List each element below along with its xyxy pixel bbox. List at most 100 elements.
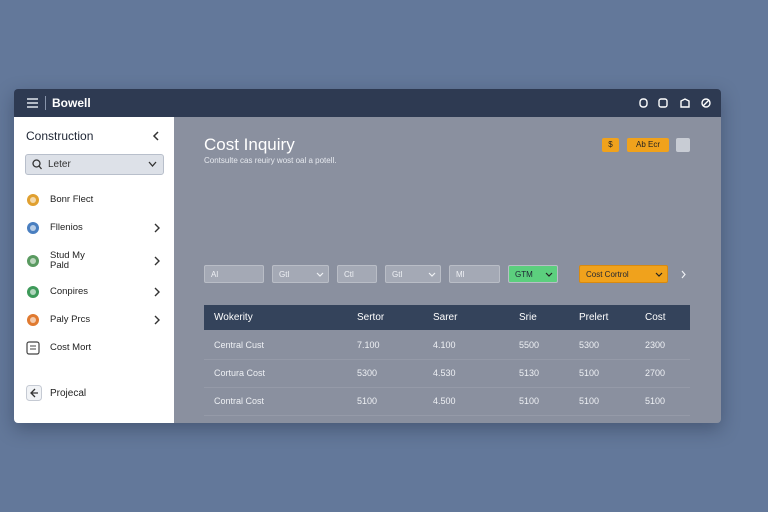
nav-item[interactable]: Conpires bbox=[24, 282, 164, 302]
menu-icon[interactable] bbox=[27, 98, 39, 108]
chevron bbox=[153, 223, 161, 233]
table-cell: 5300 bbox=[357, 368, 378, 378]
table-cell: 2300 bbox=[645, 340, 666, 350]
action-button[interactable]: $ bbox=[602, 138, 619, 152]
filter-arrow bbox=[316, 272, 324, 277]
table-row[interactable]: Cortura Cost 5300 4.530 5130 5100 2700 bbox=[204, 359, 690, 388]
filter-arrow-svg bbox=[545, 272, 553, 277]
filter[interactable]: Al bbox=[204, 265, 264, 283]
nav-item[interactable]: Fllenios bbox=[24, 218, 164, 238]
nav-icon bbox=[26, 254, 40, 268]
table-row[interactable]: Central Cust 7.100 4.100 5500 5300 2300 bbox=[204, 331, 690, 360]
main-panel: Cost Inquiry Contsulte cas reuiry wost o… bbox=[174, 117, 721, 423]
nav-text: Fllenios bbox=[50, 222, 83, 233]
footer-link[interactable]: Projecal bbox=[24, 382, 164, 406]
filter[interactable]: GTM bbox=[508, 265, 558, 283]
filter-label: Gtl bbox=[392, 270, 403, 279]
column-header[interactable]: Cost bbox=[645, 312, 666, 323]
chevron bbox=[153, 287, 161, 297]
footer-text: Projecal bbox=[50, 388, 87, 399]
table-cell: 5130 bbox=[519, 368, 540, 378]
filter-arrow-svg bbox=[316, 272, 324, 277]
table-cell: 5300 bbox=[579, 340, 600, 350]
sidebar-heading: Construction bbox=[26, 129, 94, 143]
nav-text: Conpires bbox=[50, 286, 89, 297]
filter-arrow bbox=[428, 272, 436, 277]
app-bar: Bowell bbox=[14, 89, 721, 117]
chevron-svg bbox=[154, 287, 160, 297]
nav-icon bbox=[26, 313, 40, 327]
nav-icon bbox=[26, 341, 40, 355]
nav-text: Paly Prcs bbox=[50, 314, 91, 325]
toolbar-icons[interactable] bbox=[638, 97, 714, 109]
column-header[interactable]: Sertor bbox=[357, 312, 385, 323]
filter-label: Gtl bbox=[279, 270, 290, 279]
nav-item[interactable]: Bonr Flect bbox=[24, 190, 164, 210]
filter-arrow bbox=[545, 272, 553, 277]
table-cell: Central Cust bbox=[214, 340, 265, 350]
nav-icon-svg bbox=[27, 194, 39, 206]
back-icon bbox=[26, 385, 42, 401]
table-header: Wokerity Sertor Sarer Srie Prelert Cost bbox=[204, 305, 690, 330]
chevron-svg bbox=[154, 256, 160, 266]
action-button[interactable]: Ab Ecr bbox=[627, 138, 669, 152]
filter[interactable]: Gtl bbox=[272, 265, 329, 283]
filter[interactable]: Gtl bbox=[385, 265, 441, 283]
table-row[interactable]: Contral Cost 5100 4.500 5100 5100 5100 bbox=[204, 387, 690, 416]
chevron bbox=[153, 315, 161, 325]
filter-label: Cost Cortrol bbox=[586, 270, 629, 279]
page-title: Cost Inquiry bbox=[204, 135, 295, 154]
nav-icon-svg bbox=[27, 255, 39, 267]
nav-icon-svg bbox=[26, 341, 40, 355]
window: Bowell Construction Leter Projecal Bonr … bbox=[14, 89, 721, 423]
nav-icon-svg bbox=[27, 222, 39, 234]
table-cell: Contral Cost bbox=[214, 396, 265, 406]
nav-text: Bonr Flect bbox=[50, 194, 94, 205]
nav-text: Stud My Pald bbox=[50, 250, 85, 271]
filter-label: Ctl bbox=[344, 270, 354, 279]
action-label: Ab Ecr bbox=[635, 140, 660, 149]
filter-arrow-svg bbox=[655, 272, 663, 277]
nav-item[interactable]: Cost Mort bbox=[24, 338, 164, 358]
chevron bbox=[153, 256, 161, 266]
app-title: Bowell bbox=[52, 96, 91, 110]
filter[interactable]: Ml bbox=[449, 265, 500, 283]
filter-label: GTM bbox=[515, 270, 533, 279]
filter-arrow-svg bbox=[681, 270, 686, 279]
action-button[interactable] bbox=[676, 138, 690, 152]
table-cell: 5100 bbox=[645, 396, 666, 406]
chevron-svg bbox=[154, 315, 160, 325]
filter-arrow bbox=[655, 272, 663, 277]
column-header[interactable]: Wokerity bbox=[214, 312, 253, 323]
chevron-svg bbox=[154, 223, 160, 233]
search-box[interactable]: Leter bbox=[25, 154, 164, 175]
search-icon bbox=[32, 159, 42, 170]
table-cell: 5100 bbox=[579, 396, 600, 406]
nav-icon-svg bbox=[27, 314, 39, 326]
filter[interactable]: Ctl bbox=[337, 265, 377, 283]
filter-arrow-svg bbox=[428, 272, 436, 277]
table-cell: 4.530 bbox=[433, 368, 456, 378]
table-cell: 5100 bbox=[519, 396, 540, 406]
column-header[interactable]: Prelert bbox=[579, 312, 609, 323]
filter-label: Ml bbox=[456, 270, 465, 279]
table-cell: 4.500 bbox=[433, 396, 456, 406]
filter[interactable]: Cost Cortrol bbox=[579, 265, 668, 283]
page-subtitle: Contsulte cas reuiry wost oal a potell. bbox=[204, 156, 337, 165]
divider bbox=[45, 96, 46, 110]
column-header[interactable]: Sarer bbox=[433, 312, 458, 323]
collapse-icon[interactable] bbox=[152, 131, 160, 141]
table-cell: 2700 bbox=[645, 368, 666, 378]
nav-item[interactable]: Paly Prcs bbox=[24, 310, 164, 330]
nav-item[interactable]: Stud My Pald bbox=[24, 251, 164, 271]
nav-icon bbox=[26, 285, 40, 299]
nav-icon-svg bbox=[27, 286, 39, 298]
filter-label: Al bbox=[211, 270, 219, 279]
column-header[interactable]: Srie bbox=[519, 312, 537, 323]
action-label: $ bbox=[608, 140, 613, 149]
nav-icon bbox=[26, 193, 40, 207]
sidebar: Construction Leter Projecal Bonr Flect Fl… bbox=[14, 117, 174, 423]
table-row[interactable]: Contrd Cost3.1009.300550051005400 bbox=[204, 415, 690, 423]
